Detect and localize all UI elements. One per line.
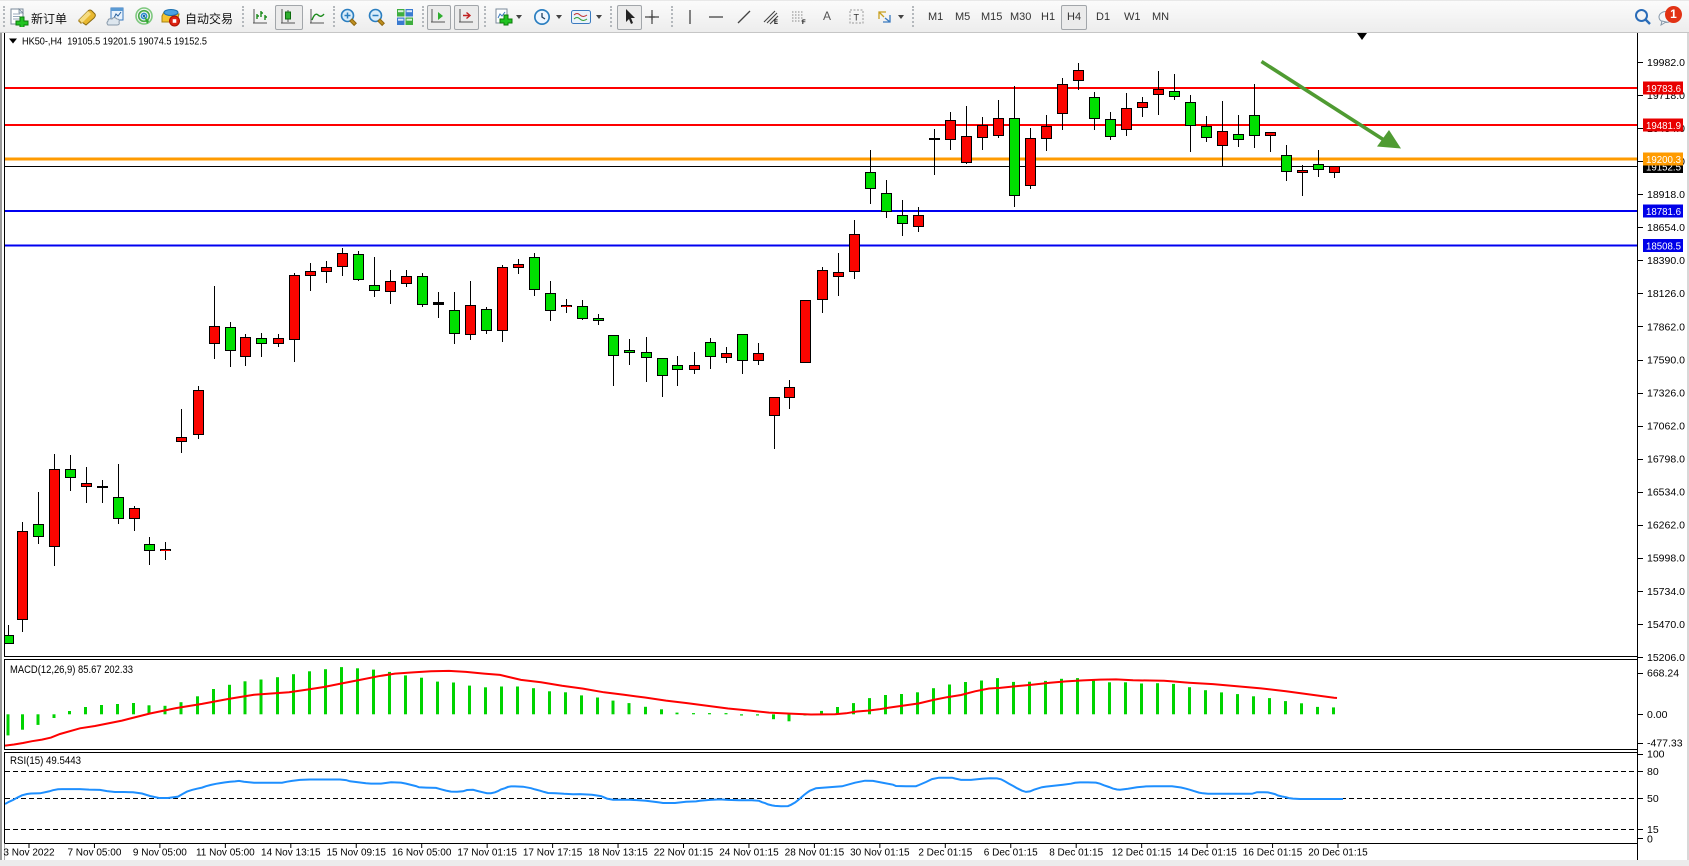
svg-text:11 Nov 05:00: 11 Nov 05:00	[196, 848, 255, 859]
svg-text:17326.0: 17326.0	[1647, 387, 1685, 399]
svg-text:6 Dec 01:15: 6 Dec 01:15	[984, 848, 1038, 859]
svg-text:19982.0: 19982.0	[1647, 57, 1685, 69]
svg-text:14 Dec 01:15: 14 Dec 01:15	[1177, 848, 1237, 859]
svg-text:15998.0: 15998.0	[1647, 553, 1685, 565]
svg-text:0: 0	[1647, 833, 1653, 845]
svg-text:80: 80	[1647, 766, 1659, 778]
svg-text:18918.0: 18918.0	[1647, 189, 1685, 201]
svg-text:17 Nov 01:15: 17 Nov 01:15	[457, 848, 517, 859]
svg-text:19481.9: 19481.9	[1646, 121, 1681, 132]
svg-text:9 Nov 05:00: 9 Nov 05:00	[133, 848, 187, 859]
svg-text:16 Dec 01:15: 16 Dec 01:15	[1243, 848, 1303, 859]
svg-text:19152.5: 19152.5	[1646, 163, 1681, 174]
svg-text:668.24: 668.24	[1647, 667, 1679, 679]
svg-text:24 Nov 01:15: 24 Nov 01:15	[719, 848, 779, 859]
svg-text:E: E	[774, 20, 778, 25]
svg-text:T: T	[854, 13, 860, 23]
svg-text:20 Dec 01:15: 20 Dec 01:15	[1308, 848, 1368, 859]
svg-text:8 Dec 01:15: 8 Dec 01:15	[1049, 848, 1103, 859]
svg-text:18390.0: 18390.0	[1647, 255, 1685, 267]
svg-text:16534.0: 16534.0	[1647, 487, 1685, 499]
svg-text:16798.0: 16798.0	[1647, 454, 1685, 466]
svg-text:18508.5: 18508.5	[1646, 242, 1681, 253]
svg-text:15470.0: 15470.0	[1647, 619, 1685, 631]
svg-text:100: 100	[1647, 748, 1665, 760]
svg-text:30 Nov 01:15: 30 Nov 01:15	[850, 848, 910, 859]
svg-text:17 Nov 17:15: 17 Nov 17:15	[523, 848, 583, 859]
svg-text:16262.0: 16262.0	[1647, 520, 1685, 532]
svg-text:50: 50	[1647, 793, 1659, 805]
svg-text:RSI(15) 49.5443: RSI(15) 49.5443	[10, 755, 81, 767]
svg-text:18654.0: 18654.0	[1647, 222, 1685, 234]
svg-text:15: 15	[1647, 824, 1659, 836]
svg-text:22 Nov 01:15: 22 Nov 01:15	[654, 848, 714, 859]
svg-text:16 Nov 05:00: 16 Nov 05:00	[392, 848, 452, 859]
svg-text:19783.6: 19783.6	[1646, 84, 1681, 95]
svg-text:17062.0: 17062.0	[1647, 420, 1685, 432]
svg-text:-477.33: -477.33	[1647, 738, 1683, 750]
svg-text:HK50-,H4 19105.5 19201.5 1907: HK50-,H4 19105.5 19201.5 19074.5 19152.5	[22, 37, 207, 48]
svg-text:F: F	[802, 20, 806, 25]
svg-text:7 Nov 05:00: 7 Nov 05:00	[67, 848, 121, 859]
svg-text:18126.0: 18126.0	[1647, 288, 1685, 300]
svg-text:15734.0: 15734.0	[1647, 586, 1685, 598]
svg-text:15206.0: 15206.0	[1647, 652, 1685, 664]
svg-text:15 Nov 09:15: 15 Nov 09:15	[327, 848, 387, 859]
svg-text:0.00: 0.00	[1647, 709, 1668, 721]
svg-text:12 Dec 01:15: 12 Dec 01:15	[1112, 848, 1172, 859]
svg-text:14 Nov 13:15: 14 Nov 13:15	[261, 848, 321, 859]
svg-text:3 Nov 2022: 3 Nov 2022	[3, 848, 55, 859]
svg-text:18 Nov 13:15: 18 Nov 13:15	[588, 848, 648, 859]
svg-text:2 Dec 01:15: 2 Dec 01:15	[918, 848, 972, 859]
svg-text:19200.3: 19200.3	[1646, 155, 1681, 166]
svg-text:17590.0: 17590.0	[1647, 354, 1685, 366]
svg-text:18781.6: 18781.6	[1646, 207, 1681, 218]
svg-text:28 Nov 01:15: 28 Nov 01:15	[785, 848, 845, 859]
svg-text:MACD(12,26,9) 85.67 202.33: MACD(12,26,9) 85.67 202.33	[10, 664, 133, 676]
svg-text:17862.0: 17862.0	[1647, 321, 1685, 333]
